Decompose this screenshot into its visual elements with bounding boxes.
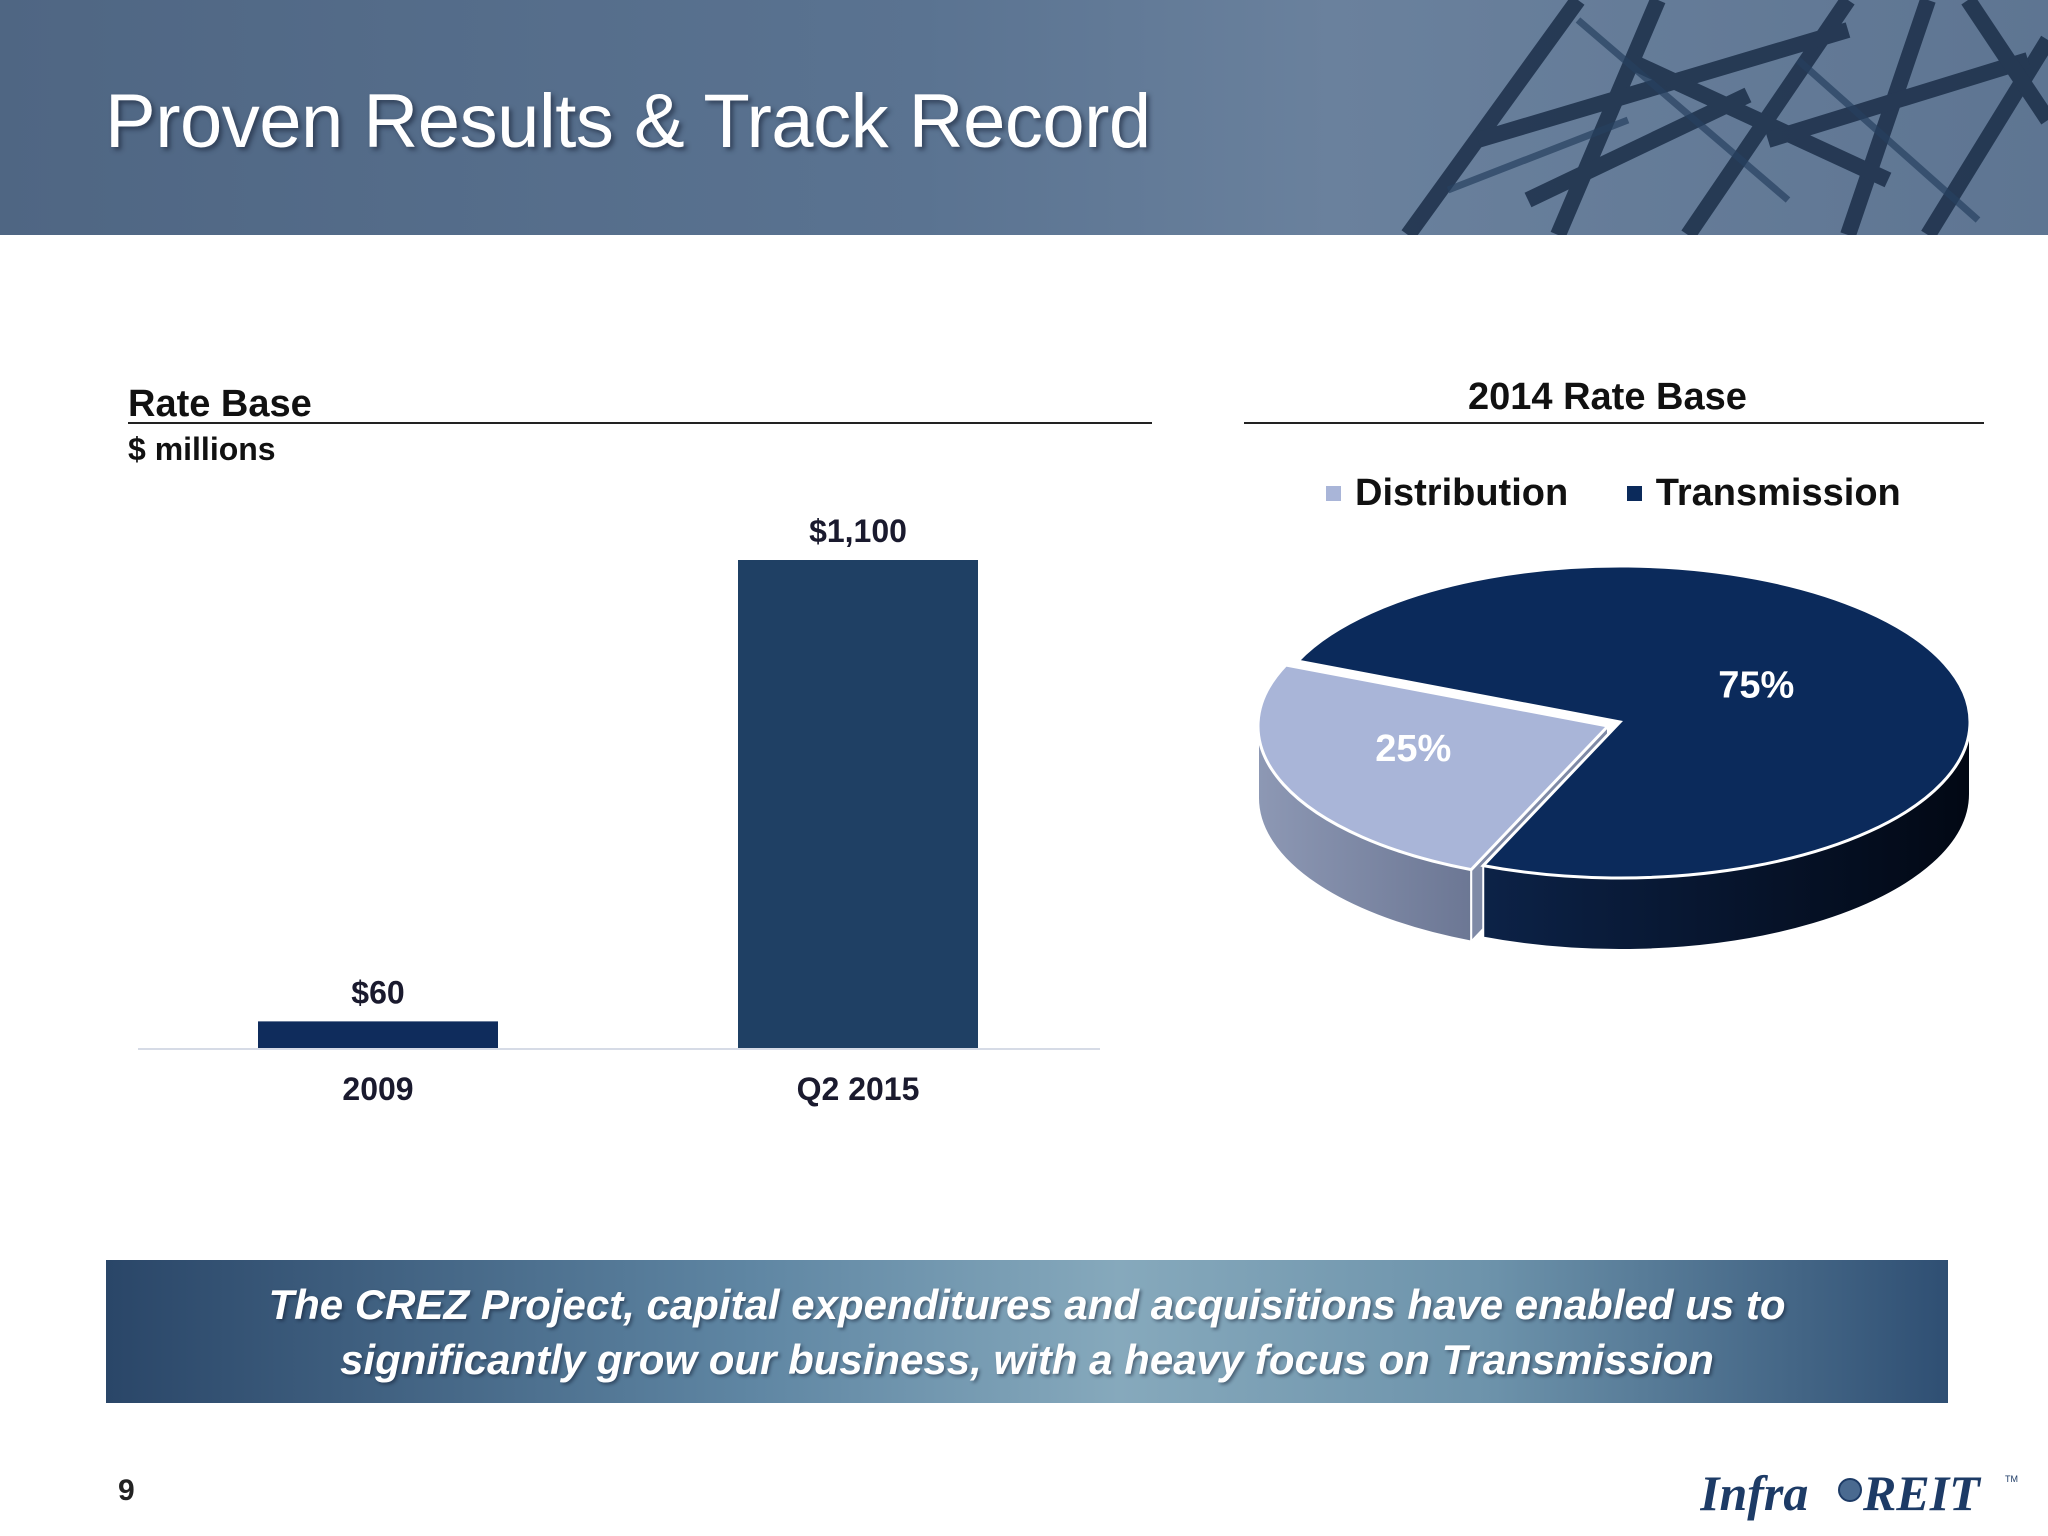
bar-data-label-0: $60 bbox=[351, 974, 404, 1010]
pie-slice-transmission bbox=[1294, 564, 1972, 880]
bar-1 bbox=[738, 560, 978, 1048]
bar-data-label-1: $1,100 bbox=[809, 513, 907, 549]
key-message-banner: The CREZ Project, capital expenditures a… bbox=[106, 1260, 1948, 1403]
banner-line-1: The CREZ Project, capital expenditures a… bbox=[268, 1280, 1786, 1328]
legend-swatch-transmission bbox=[1626, 486, 1642, 501]
pie-slice-distribution bbox=[1256, 663, 1611, 872]
infrareit-logo: Infra REIT TM bbox=[1700, 1465, 2018, 1521]
svg-text:TM: TM bbox=[2005, 1474, 2018, 1484]
svg-text:REIT: REIT bbox=[1862, 1465, 1982, 1521]
pie-chart-title: 2014 Rate Base bbox=[1468, 376, 1747, 418]
banner-line-2: significantly grow our business, with a … bbox=[340, 1335, 1714, 1383]
bar-category-label-1: Q2 2015 bbox=[797, 1071, 920, 1107]
page-number: 9 bbox=[118, 1474, 135, 1507]
slide-title: Proven Results & Track Record bbox=[105, 79, 1151, 164]
bar-chart-title-rule bbox=[128, 422, 1152, 424]
bar-category-label-0: 2009 bbox=[342, 1071, 413, 1107]
bar-chart-title: Rate Base bbox=[128, 383, 312, 425]
bar-0 bbox=[258, 1021, 498, 1048]
bar-chart-subtitle: $ millions bbox=[128, 431, 276, 467]
pie-chart: 25% 75% bbox=[1256, 564, 1972, 951]
legend-label-distribution: Distribution bbox=[1355, 472, 1569, 514]
pie-label-transmission: 75% bbox=[1718, 664, 1794, 706]
pie-legend: Distribution Transmission bbox=[1326, 468, 1949, 515]
legend-label-transmission: Transmission bbox=[1655, 472, 1901, 514]
legend-swatch-distribution bbox=[1326, 486, 1341, 501]
header-band: Proven Results & Track Record bbox=[0, 0, 2048, 235]
legend-item-transmission: Transmission bbox=[1626, 472, 1901, 515]
bar-chart: $60 2009 $1,100 Q2 2015 bbox=[138, 513, 1100, 1107]
svg-text:Infra: Infra bbox=[1700, 1465, 1808, 1521]
legend-item-distribution: Distribution bbox=[1326, 472, 1568, 515]
transmission-tower-graphic bbox=[1401, 0, 2048, 235]
pie-label-distribution: 25% bbox=[1375, 728, 1451, 770]
pie-chart-title-rule bbox=[1244, 422, 1984, 424]
